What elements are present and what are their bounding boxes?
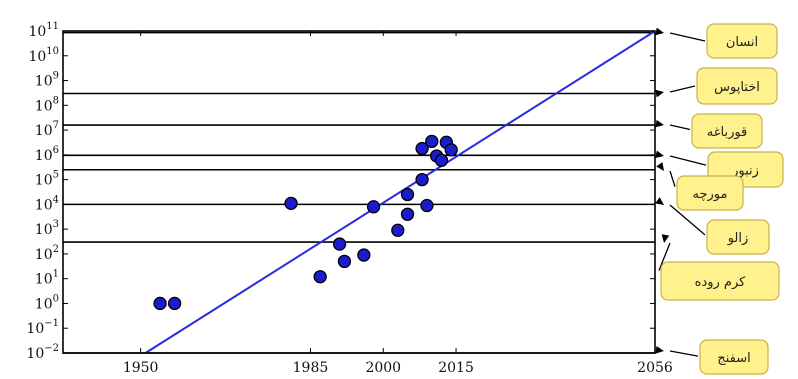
data-point-13: [420, 198, 434, 213]
data-point-12: [415, 141, 429, 156]
label-text-5: زالو: [727, 231, 749, 246]
y-tick-label: 102: [35, 244, 59, 263]
y-tick-label: 109: [35, 71, 59, 90]
label-arrowhead-5: [655, 197, 664, 205]
data-point-2: [284, 196, 298, 211]
x-tick-label: 2000: [365, 360, 401, 376]
label-arrowhead-2: [655, 119, 664, 128]
label-box-6: [660, 261, 780, 301]
label-arrowhead-6: [661, 234, 670, 243]
y-tick-label: 106: [35, 145, 59, 164]
data-point-5: [337, 254, 352, 269]
reference-levels: [63, 31, 655, 354]
label-box-4: [676, 175, 744, 211]
y-tick-label: 105: [35, 170, 59, 189]
data-point-1: [167, 296, 182, 311]
y-tick-label: 101: [35, 269, 59, 288]
data-points: [153, 134, 458, 311]
data-point-16: [434, 153, 449, 167]
x-axis-ticks: 1950 1985 2000 2015 2056: [123, 31, 673, 376]
data-point-6: [357, 248, 371, 262]
label-arrow-line-2: [669, 124, 691, 131]
x-tick-label: 2056: [637, 360, 673, 376]
y-tick-label: 103: [35, 219, 59, 238]
label-text-2: قورباغه: [707, 125, 748, 140]
data-point-4: [332, 237, 347, 251]
x-tick-label: 1985: [293, 360, 329, 376]
label-box-0: [706, 23, 778, 59]
data-point-3: [313, 270, 327, 284]
data-point-0: [153, 296, 167, 311]
label-arrow-line-5: [669, 204, 706, 236]
label-arrowhead-1: [655, 89, 664, 98]
y-tick-label: 104: [35, 194, 59, 213]
label-arrowhead-7: [655, 345, 664, 354]
y-tick-label: 1011: [28, 21, 59, 40]
y-tick-label: 1010: [28, 46, 59, 65]
label-arrowhead-0: [655, 27, 664, 36]
y-tick-label: 108: [35, 95, 59, 114]
label-arrowhead-3: [655, 150, 664, 159]
y-tick-label: 100: [35, 293, 59, 312]
x-tick-label: 2015: [438, 360, 474, 376]
data-point-8: [391, 223, 405, 237]
label-text-6: کرم روده: [695, 275, 747, 290]
label-text-7: اسفنج: [717, 351, 750, 366]
label-box-5: [706, 219, 770, 255]
trend-line-group: [144, 30, 656, 354]
label-text-1: اختاپوس: [714, 80, 760, 95]
x-tick-label: 1950: [123, 360, 159, 376]
data-point-10: [400, 187, 415, 202]
data-point-11: [415, 172, 429, 187]
label-arrow-line-6: [658, 242, 671, 271]
label-arrow-line-0: [669, 32, 706, 42]
y-tick-label: 10−2: [26, 343, 59, 362]
trend-line: [144, 30, 656, 354]
label-text-3: زنبور: [731, 164, 759, 179]
label-box-1: [696, 67, 778, 105]
plot-frame: [62, 30, 656, 354]
label-box-7: [699, 339, 769, 375]
label-arrow-line-3: [669, 155, 707, 166]
data-point-18: [444, 143, 458, 157]
data-point-7: [366, 200, 381, 214]
label-box-2: [691, 113, 763, 149]
label-arrowhead-4: [656, 162, 664, 171]
y-axis-ticks: 10−2 10−1 100 101 102 103 104 105 106 107 108 109 10…: [26, 21, 655, 362]
y-tick-label: 107: [35, 120, 59, 139]
y-tick-label: 10−1: [26, 318, 59, 337]
label-arrow-line-7: [669, 350, 699, 357]
label-arrow-line-4: [669, 170, 676, 187]
data-point-14: [425, 134, 439, 149]
data-point-9: [400, 207, 415, 221]
label-text-0: انسان: [726, 35, 758, 50]
label-text-4: مورچه: [693, 187, 728, 202]
label-arrow-line-1: [669, 85, 696, 93]
